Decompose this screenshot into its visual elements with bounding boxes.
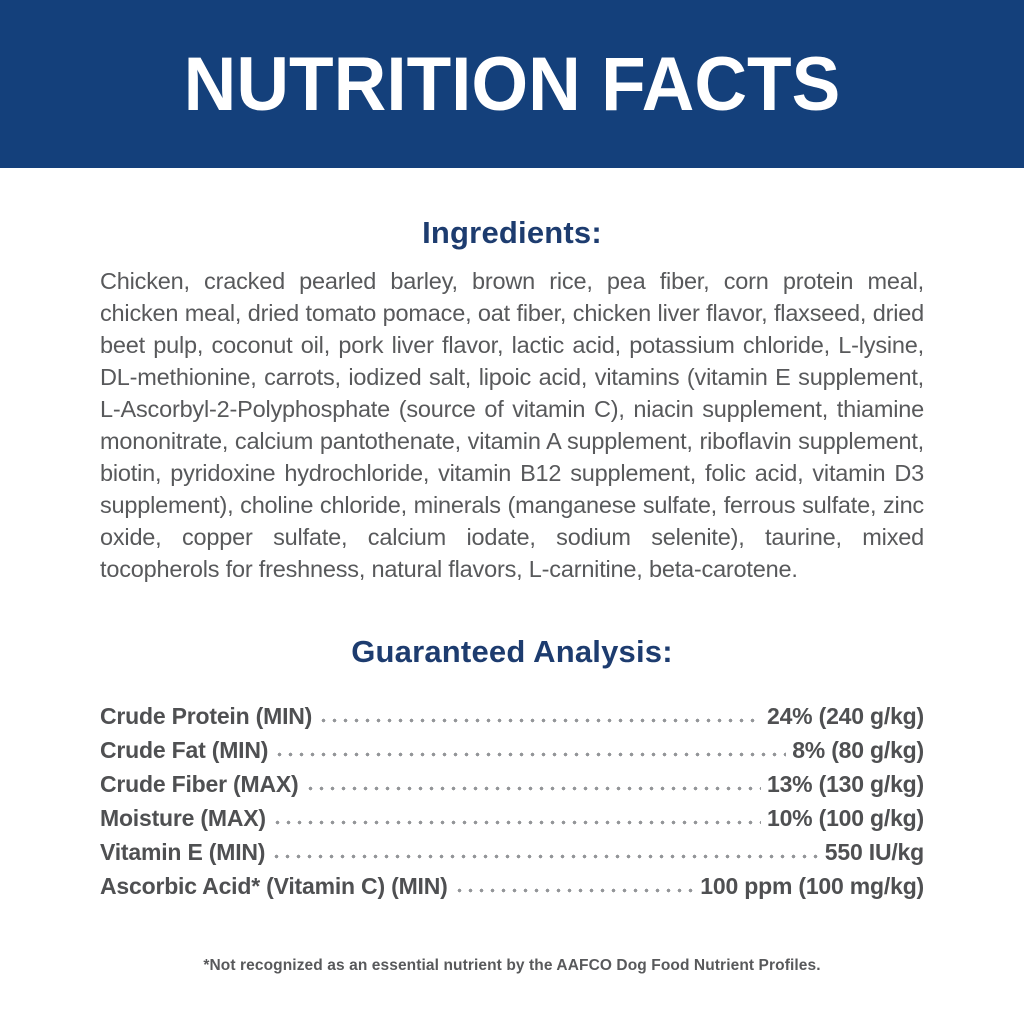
dotted-leader: [318, 696, 761, 730]
analysis-row: Moisture (MAX) 10% (100 g/kg): [100, 798, 924, 832]
dotted-leader: [271, 832, 819, 866]
analysis-row: Crude Fat (MIN) 8% (80 g/kg): [100, 730, 924, 764]
dotted-leader: [304, 764, 761, 798]
analysis-row-label: Crude Fat (MIN): [100, 737, 269, 763]
analysis-row-value: 550 IU/kg: [824, 839, 924, 865]
analysis-row-label: Crude Fiber (MAX): [100, 771, 299, 797]
dotted-leader: [274, 730, 787, 764]
analysis-rows: Crude Protein (MIN) 24% (240 g/kg) Crude…: [100, 696, 924, 900]
analysis-row-label: Vitamin E (MIN): [100, 839, 266, 865]
page-title: NUTRITION FACTS: [183, 41, 841, 127]
dotted-leader: [271, 798, 761, 832]
analysis-row: Ascorbic Acid* (Vitamin C) (MIN) 100 ppm…: [100, 866, 924, 900]
aafco-footnote: *Not recognized as an essential nutrient…: [203, 957, 821, 974]
dotted-leader: [453, 866, 695, 900]
guaranteed-analysis-heading: Guaranteed Analysis:: [351, 634, 673, 669]
analysis-row-label: Moisture (MAX): [100, 805, 266, 831]
analysis-row-value: 8% (80 g/kg): [792, 737, 924, 763]
analysis-row-value: 13% (130 g/kg): [767, 771, 924, 797]
ingredients-heading: Ingredients:: [422, 215, 602, 250]
title-banner: NUTRITION FACTS: [0, 0, 1024, 168]
analysis-row: Crude Protein (MIN) 24% (240 g/kg): [100, 696, 924, 730]
analysis-row-value: 100 ppm (100 mg/kg): [700, 873, 924, 899]
analysis-row-value: 24% (240 g/kg): [767, 703, 924, 729]
analysis-row: Crude Fiber (MAX) 13% (130 g/kg): [100, 764, 924, 798]
analysis-row-label: Crude Protein (MIN): [100, 703, 313, 729]
analysis-row-value: 10% (100 g/kg): [767, 805, 924, 831]
analysis-row: Vitamin E (MIN) 550 IU/kg: [100, 832, 924, 866]
ingredients-text: Chicken, cracked pearled barley, brown r…: [100, 268, 924, 582]
analysis-row-label: Ascorbic Acid* (Vitamin C) (MIN): [100, 873, 448, 899]
